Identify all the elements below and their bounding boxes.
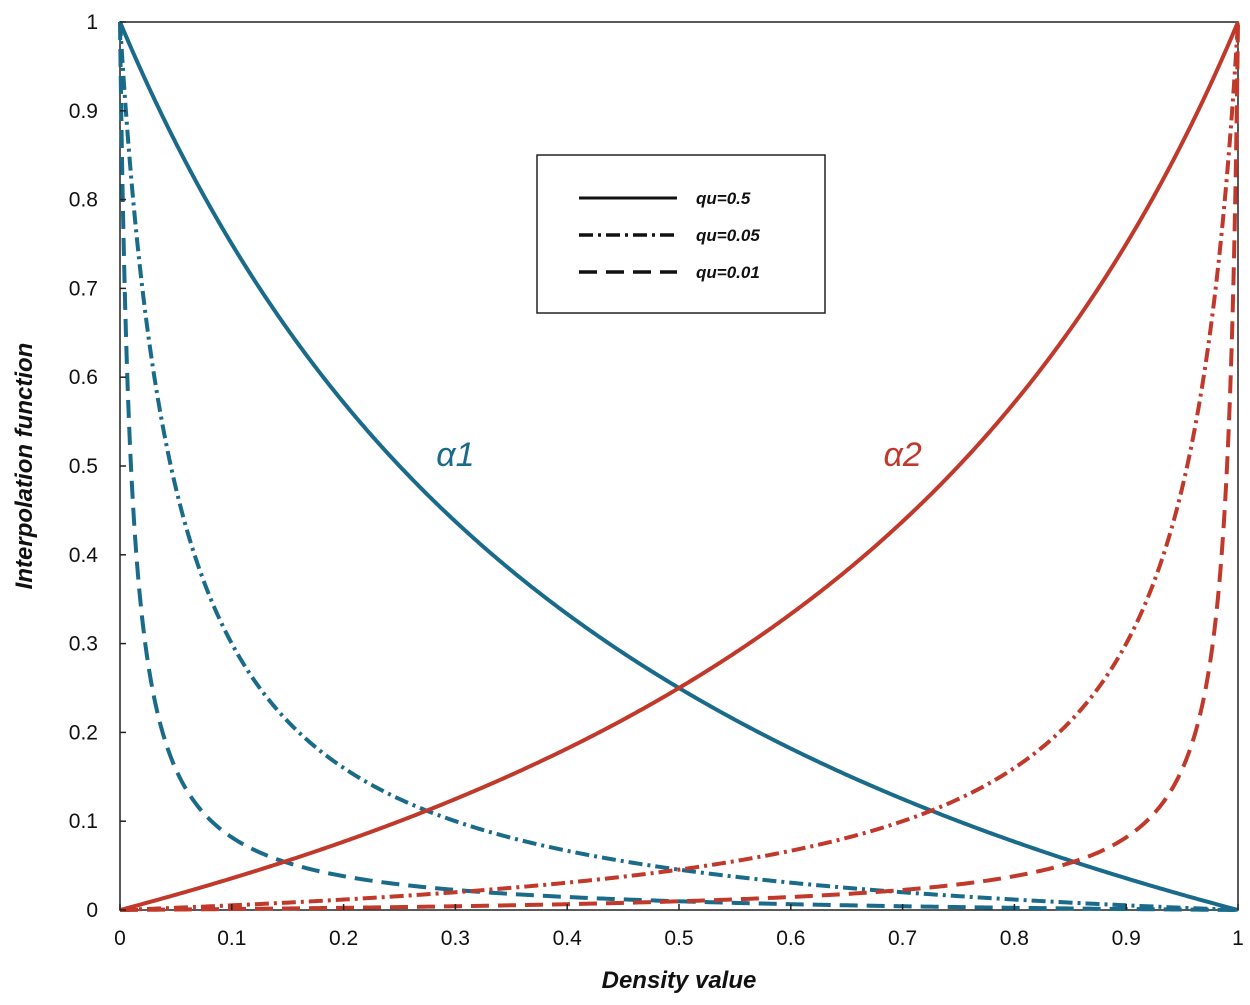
y-tick-label: 1: [86, 11, 98, 34]
y-tick-label: 0: [86, 899, 98, 922]
x-tick-label: 0.3: [441, 927, 470, 950]
x-tick-label: 1: [1232, 927, 1244, 950]
legend-label-dashed: qu=0.01: [696, 263, 760, 282]
series-line-alpha2-qu-0_5: [119, 21, 1240, 912]
y-axis-label: Interpolation function: [11, 343, 38, 590]
x-tick-label: 0: [114, 927, 126, 950]
y-tick-label: 0.6: [69, 366, 98, 389]
series-line-alpha1-qu-0_05: [118, 20, 1239, 912]
y-tick-label: 0.5: [69, 455, 98, 478]
x-tick-label: 0.1: [217, 927, 246, 950]
x-tick-label: 0.5: [664, 927, 693, 950]
x-axis-label: Density value: [602, 967, 757, 994]
y-tick-label: 0.7: [69, 277, 98, 300]
legend-label-dashdot: qu=0.05: [696, 226, 760, 245]
y-tick-label: 0.4: [69, 544, 99, 567]
x-tick-label: 0.9: [1112, 927, 1141, 950]
x-axis-ticks: 0 0.1 0.2 0.3 0.4 0.5 0.6 0.7 0.8 0.9 1: [114, 904, 1244, 950]
x-tick-label: 0.8: [1000, 927, 1029, 950]
y-axis-ticks: 0 0.1 0.2 0.3 0.4 0.5 0.6 0.7 0.8 0.9 1: [69, 11, 126, 922]
series-line-alpha2-qu-0_01: [119, 20, 1240, 912]
series-line-alpha1-qu-0_01: [118, 20, 1239, 912]
x-tick-label: 0.6: [776, 927, 805, 950]
x-tick-label: 0.7: [888, 927, 917, 950]
legend-label-solid: qu=0.5: [696, 189, 751, 208]
y-tick-label: 0.3: [69, 633, 98, 656]
x-tick-label: 0.2: [329, 927, 358, 950]
annotation-alpha2: α2: [883, 436, 921, 474]
annotation-alpha1: α1: [436, 436, 474, 474]
y-tick-label: 0.1: [69, 810, 98, 833]
series-line-alpha2-qu-0_05: [119, 20, 1240, 912]
y-tick-label: 0.8: [69, 189, 98, 212]
y-tick-label: 0.2: [69, 721, 98, 744]
x-tick-label: 0.4: [553, 927, 583, 950]
y-tick-label: 0.9: [69, 100, 98, 123]
series-layer: [118, 20, 1240, 912]
legend: qu=0.5 qu=0.05 qu=0.01: [536, 154, 826, 314]
